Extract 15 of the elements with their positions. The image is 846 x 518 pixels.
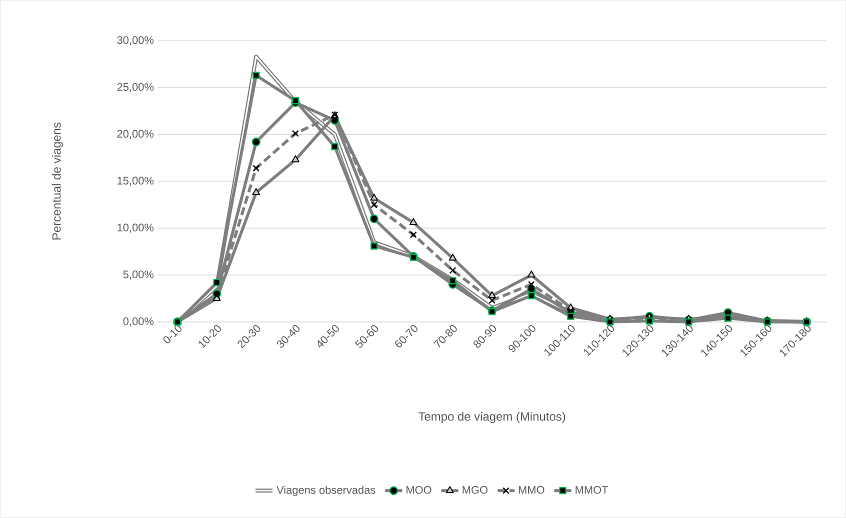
y-tick-label: 30,00% xyxy=(117,36,154,46)
legend-label: MMOT xyxy=(576,486,608,494)
y-axis-title: Percentual de viagens xyxy=(52,122,64,240)
legend-label: MMO xyxy=(518,486,544,494)
legend-label: Viagens observadas xyxy=(276,486,376,496)
x-axis-title: Tempo de viagem (Minutos) xyxy=(418,412,566,424)
legend-label: MGO xyxy=(462,486,488,494)
y-tick-label: 20,00% xyxy=(117,130,154,140)
y-tick-label: 25,00% xyxy=(117,83,154,92)
y-tick-label: 5,00% xyxy=(123,270,154,280)
y-tick-label: 15,00% xyxy=(118,176,154,186)
y-tick-label: 10,00% xyxy=(118,224,154,233)
y-tick-label: 0,00% xyxy=(123,318,154,327)
legend-label: MOO xyxy=(406,486,432,494)
x-tick-label: 0-10 xyxy=(163,325,182,344)
